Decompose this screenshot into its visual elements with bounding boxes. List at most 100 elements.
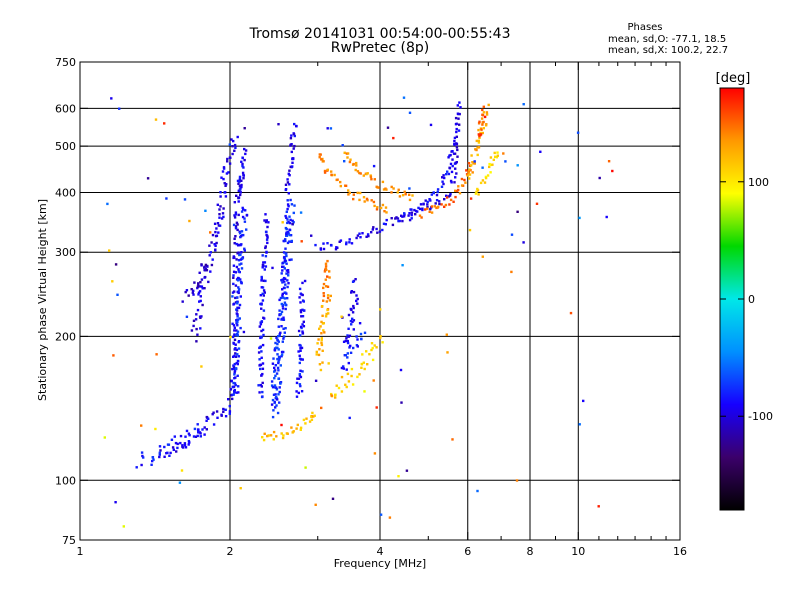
echo-point: [345, 337, 348, 340]
echo-point: [477, 139, 480, 142]
echo-point: [199, 435, 202, 438]
echo-point: [226, 160, 229, 163]
echo-point: [293, 144, 296, 148]
echo-point: [474, 192, 478, 195]
echo-point: [260, 336, 263, 339]
echo-point: [280, 355, 283, 358]
echo-point: [488, 162, 491, 166]
echo-point: [348, 334, 352, 337]
noise-point: [582, 399, 585, 403]
echo-point: [283, 280, 286, 283]
echo-point: [232, 255, 235, 258]
echo-point: [287, 232, 290, 235]
echo-point: [347, 193, 350, 196]
echo-point: [429, 207, 432, 211]
echo-point: [493, 151, 496, 155]
echo-point: [435, 193, 439, 197]
echo-point: [428, 210, 431, 213]
echo-point: [457, 185, 460, 188]
echo-point: [288, 240, 291, 243]
echo-point: [219, 195, 222, 198]
echo-point: [356, 297, 359, 301]
echo-point: [276, 366, 280, 370]
echo-point: [235, 361, 238, 365]
echo-point: [277, 335, 280, 338]
echo-point: [408, 212, 411, 215]
echo-point: [267, 221, 270, 224]
echo-point: [233, 373, 236, 376]
echo-point: [454, 176, 457, 179]
echo-point: [484, 124, 488, 127]
echo-point: [370, 348, 373, 352]
echo-point: [236, 276, 240, 280]
echo-point: [232, 264, 236, 267]
echo-point: [234, 211, 238, 214]
y-tick-label: 400: [55, 186, 76, 199]
echo-point: [236, 252, 239, 255]
echo-point: [210, 241, 213, 244]
echo-point: [293, 122, 296, 126]
echo-point: [275, 372, 279, 375]
echo-point: [349, 344, 352, 348]
echo-point: [324, 262, 328, 265]
echo-point: [355, 164, 358, 167]
echo-point: [441, 180, 444, 183]
noise-point: [535, 202, 539, 205]
echo-point: [265, 230, 268, 234]
echo-point: [288, 215, 291, 218]
echo-point: [291, 431, 294, 434]
noise-point: [229, 335, 232, 339]
echo-point: [232, 393, 235, 396]
echo-point: [419, 203, 423, 206]
echo-point: [448, 203, 451, 206]
noise-point: [327, 362, 330, 365]
echo-point: [322, 329, 325, 332]
echo-point: [234, 271, 237, 274]
noise-point: [363, 390, 366, 393]
echo-point: [270, 403, 274, 406]
echo-point: [455, 142, 458, 145]
echo-point: [375, 208, 379, 211]
echo-point: [205, 269, 209, 272]
echo-point: [236, 332, 239, 336]
echo-point: [277, 369, 280, 372]
echo-point: [273, 370, 276, 373]
echo-point: [205, 419, 208, 422]
echo-point: [233, 143, 237, 147]
echo-point: [455, 146, 459, 149]
echo-point: [262, 316, 265, 319]
noise-point: [388, 516, 392, 519]
echo-point: [453, 181, 456, 184]
echo-point: [226, 157, 229, 161]
echo-point: [204, 263, 208, 267]
echo-point: [344, 383, 347, 386]
echo-point: [278, 334, 281, 337]
echo-point: [320, 343, 324, 347]
echo-point: [321, 305, 324, 308]
echo-point: [376, 206, 379, 209]
echo-point: [299, 347, 302, 350]
echo-point: [355, 299, 358, 303]
echo-point: [288, 228, 291, 231]
echo-point: [392, 187, 395, 190]
echo-point: [330, 170, 333, 173]
echo-point: [321, 314, 324, 317]
echo-point: [258, 391, 261, 394]
echo-point: [479, 133, 483, 136]
echo-point: [271, 362, 275, 365]
echo-point: [235, 308, 238, 311]
echo-point: [476, 153, 479, 157]
echo-point: [328, 276, 331, 279]
echo-point: [295, 381, 299, 385]
noise-point: [231, 295, 234, 298]
echo-point: [241, 156, 244, 159]
echo-point: [455, 122, 458, 125]
noise-point: [108, 249, 111, 252]
echo-point: [287, 192, 290, 195]
echo-point: [340, 390, 344, 393]
echo-point: [184, 435, 187, 438]
echo-point: [302, 325, 306, 328]
echo-point: [356, 234, 360, 237]
echo-point: [216, 416, 219, 419]
echo-point: [447, 172, 451, 176]
